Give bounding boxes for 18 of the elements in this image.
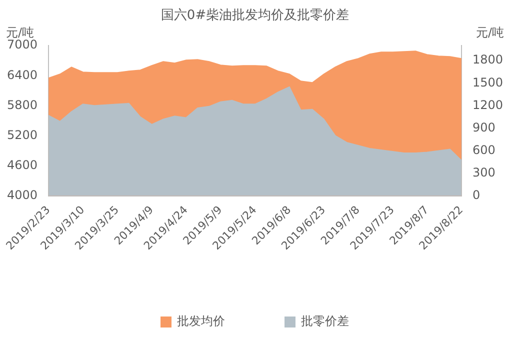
legend-label: 批发均价	[177, 314, 225, 328]
y-tick-label: 6400	[6, 68, 38, 82]
y2-tick-label: 300	[472, 165, 496, 180]
y-tick-label: 4600	[6, 158, 38, 172]
y2-axis-title: 元/吨	[476, 26, 504, 40]
y2-tick-label: 1200	[472, 98, 504, 112]
y2-tick-label: 0	[472, 188, 480, 202]
chart-title: 国六0#柴油批发均价及批零价差	[160, 8, 350, 24]
y2-tick-label: 900	[472, 120, 496, 134]
y2-tick-label: 1800	[472, 52, 504, 67]
legend-label: 批零价差	[301, 314, 349, 328]
y-tick-label: 4000	[6, 188, 38, 202]
y-tick-label: 5200	[6, 128, 38, 142]
y-axis-title: 元/吨	[6, 26, 34, 40]
y2-tick-label: 1500	[472, 75, 504, 90]
y-tick-label: 7000	[6, 38, 38, 52]
y2-tick-label: 600	[472, 142, 496, 157]
y-tick-label: 5800	[6, 98, 38, 112]
